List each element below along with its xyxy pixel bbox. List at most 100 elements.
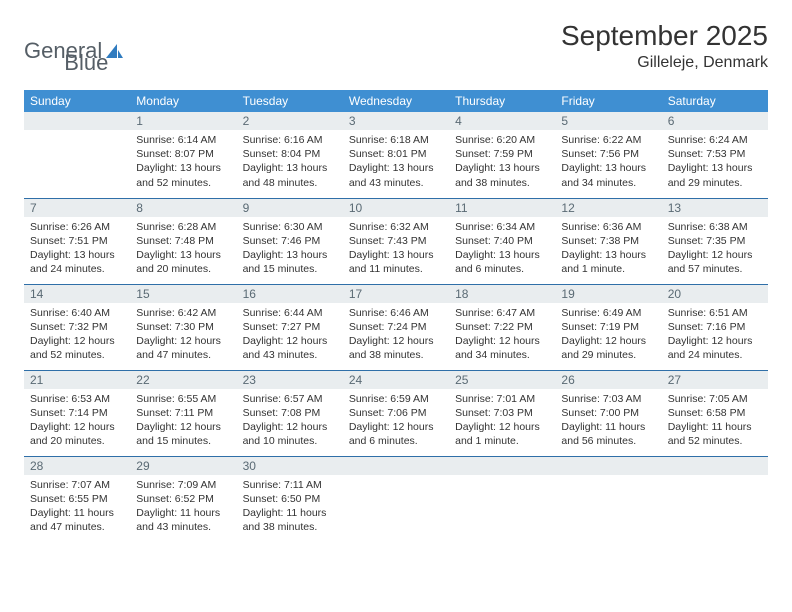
day-number-bar [24, 112, 130, 130]
dow-header: Saturday [662, 90, 768, 112]
calendar-page: General Blue September 2025 Gilleleje, D… [0, 0, 792, 562]
day-number: 25 [449, 371, 555, 389]
daylight-line: Daylight: 13 hours and 15 minutes. [243, 248, 337, 276]
daylight-line: Daylight: 13 hours and 6 minutes. [455, 248, 549, 276]
day-cell [449, 456, 555, 542]
sunset-line: Sunset: 7:48 PM [136, 234, 230, 248]
sunrise-line: Sunrise: 6:57 AM [243, 392, 337, 406]
day-cell: 17Sunrise: 6:46 AMSunset: 7:24 PMDayligh… [343, 284, 449, 370]
day-number: 24 [343, 371, 449, 389]
sunset-line: Sunset: 7:06 PM [349, 406, 443, 420]
day-cell: 28Sunrise: 7:07 AMSunset: 6:55 PMDayligh… [24, 456, 130, 542]
sunrise-line: Sunrise: 6:49 AM [561, 306, 655, 320]
day-details: Sunrise: 6:22 AMSunset: 7:56 PMDaylight:… [555, 130, 661, 196]
sunset-line: Sunset: 7:38 PM [561, 234, 655, 248]
day-number-bar [555, 457, 661, 475]
day-cell: 29Sunrise: 7:09 AMSunset: 6:52 PMDayligh… [130, 456, 236, 542]
day-cell: 6Sunrise: 6:24 AMSunset: 7:53 PMDaylight… [662, 112, 768, 198]
day-cell: 25Sunrise: 7:01 AMSunset: 7:03 PMDayligh… [449, 370, 555, 456]
daylight-line: Daylight: 13 hours and 52 minutes. [136, 161, 230, 189]
daylight-line: Daylight: 12 hours and 34 minutes. [455, 334, 549, 362]
daylight-line: Daylight: 12 hours and 43 minutes. [243, 334, 337, 362]
sunrise-line: Sunrise: 7:09 AM [136, 478, 230, 492]
sunset-line: Sunset: 7:40 PM [455, 234, 549, 248]
day-number: 18 [449, 285, 555, 303]
daylight-line: Daylight: 13 hours and 29 minutes. [668, 161, 762, 189]
day-cell: 18Sunrise: 6:47 AMSunset: 7:22 PMDayligh… [449, 284, 555, 370]
day-details: Sunrise: 7:07 AMSunset: 6:55 PMDaylight:… [24, 475, 130, 541]
sunrise-line: Sunrise: 6:59 AM [349, 392, 443, 406]
sunrise-line: Sunrise: 6:22 AM [561, 133, 655, 147]
day-details: Sunrise: 6:53 AMSunset: 7:14 PMDaylight:… [24, 389, 130, 455]
day-number: 9 [237, 199, 343, 217]
week-row: 28Sunrise: 7:07 AMSunset: 6:55 PMDayligh… [24, 456, 768, 542]
day-details: Sunrise: 6:30 AMSunset: 7:46 PMDaylight:… [237, 217, 343, 283]
sunset-line: Sunset: 7:03 PM [455, 406, 549, 420]
day-details: Sunrise: 6:32 AMSunset: 7:43 PMDaylight:… [343, 217, 449, 283]
daylight-line: Daylight: 12 hours and 15 minutes. [136, 420, 230, 448]
day-details: Sunrise: 6:51 AMSunset: 7:16 PMDaylight:… [662, 303, 768, 369]
sunrise-line: Sunrise: 6:26 AM [30, 220, 124, 234]
sunrise-line: Sunrise: 6:20 AM [455, 133, 549, 147]
day-details: Sunrise: 7:01 AMSunset: 7:03 PMDaylight:… [449, 389, 555, 455]
day-number: 15 [130, 285, 236, 303]
day-details: Sunrise: 6:18 AMSunset: 8:01 PMDaylight:… [343, 130, 449, 196]
day-cell: 8Sunrise: 6:28 AMSunset: 7:48 PMDaylight… [130, 198, 236, 284]
sunset-line: Sunset: 6:58 PM [668, 406, 762, 420]
day-number: 30 [237, 457, 343, 475]
day-details: Sunrise: 6:14 AMSunset: 8:07 PMDaylight:… [130, 130, 236, 196]
daylight-line: Daylight: 12 hours and 20 minutes. [30, 420, 124, 448]
day-number: 7 [24, 199, 130, 217]
day-cell: 22Sunrise: 6:55 AMSunset: 7:11 PMDayligh… [130, 370, 236, 456]
day-number: 17 [343, 285, 449, 303]
day-number: 12 [555, 199, 661, 217]
sunset-line: Sunset: 7:14 PM [30, 406, 124, 420]
daylight-line: Daylight: 13 hours and 1 minute. [561, 248, 655, 276]
day-cell: 27Sunrise: 7:05 AMSunset: 6:58 PMDayligh… [662, 370, 768, 456]
sunrise-line: Sunrise: 6:38 AM [668, 220, 762, 234]
week-row: 14Sunrise: 6:40 AMSunset: 7:32 PMDayligh… [24, 284, 768, 370]
day-cell: 2Sunrise: 6:16 AMSunset: 8:04 PMDaylight… [237, 112, 343, 198]
day-details: Sunrise: 7:11 AMSunset: 6:50 PMDaylight:… [237, 475, 343, 541]
day-number-bar [343, 457, 449, 475]
sunrise-line: Sunrise: 6:14 AM [136, 133, 230, 147]
daylight-line: Daylight: 11 hours and 43 minutes. [136, 506, 230, 534]
sunrise-line: Sunrise: 6:53 AM [30, 392, 124, 406]
day-details: Sunrise: 6:34 AMSunset: 7:40 PMDaylight:… [449, 217, 555, 283]
day-cell [662, 456, 768, 542]
sunset-line: Sunset: 7:56 PM [561, 147, 655, 161]
sunset-line: Sunset: 7:24 PM [349, 320, 443, 334]
day-number: 21 [24, 371, 130, 389]
day-number: 4 [449, 112, 555, 130]
sunrise-line: Sunrise: 6:34 AM [455, 220, 549, 234]
day-number: 10 [343, 199, 449, 217]
sunrise-line: Sunrise: 7:11 AM [243, 478, 337, 492]
day-number: 13 [662, 199, 768, 217]
sunset-line: Sunset: 8:01 PM [349, 147, 443, 161]
sunrise-line: Sunrise: 6:24 AM [668, 133, 762, 147]
day-cell: 26Sunrise: 7:03 AMSunset: 7:00 PMDayligh… [555, 370, 661, 456]
sunrise-line: Sunrise: 7:01 AM [455, 392, 549, 406]
daylight-line: Daylight: 12 hours and 6 minutes. [349, 420, 443, 448]
sunset-line: Sunset: 7:59 PM [455, 147, 549, 161]
daylight-line: Daylight: 12 hours and 38 minutes. [349, 334, 443, 362]
sunset-line: Sunset: 7:46 PM [243, 234, 337, 248]
day-number: 14 [24, 285, 130, 303]
daylight-line: Daylight: 11 hours and 38 minutes. [243, 506, 337, 534]
month-title: September 2025 [561, 20, 768, 52]
day-cell: 3Sunrise: 6:18 AMSunset: 8:01 PMDaylight… [343, 112, 449, 198]
day-details: Sunrise: 6:49 AMSunset: 7:19 PMDaylight:… [555, 303, 661, 369]
daylight-line: Daylight: 12 hours and 47 minutes. [136, 334, 230, 362]
daylight-line: Daylight: 13 hours and 11 minutes. [349, 248, 443, 276]
day-number: 27 [662, 371, 768, 389]
sunrise-line: Sunrise: 6:28 AM [136, 220, 230, 234]
day-details: Sunrise: 7:05 AMSunset: 6:58 PMDaylight:… [662, 389, 768, 455]
sunset-line: Sunset: 7:22 PM [455, 320, 549, 334]
day-details: Sunrise: 6:36 AMSunset: 7:38 PMDaylight:… [555, 217, 661, 283]
day-details: Sunrise: 6:55 AMSunset: 7:11 PMDaylight:… [130, 389, 236, 455]
day-details: Sunrise: 6:24 AMSunset: 7:53 PMDaylight:… [662, 130, 768, 196]
day-cell: 11Sunrise: 6:34 AMSunset: 7:40 PMDayligh… [449, 198, 555, 284]
day-number: 1 [130, 112, 236, 130]
day-cell: 23Sunrise: 6:57 AMSunset: 7:08 PMDayligh… [237, 370, 343, 456]
sunset-line: Sunset: 6:50 PM [243, 492, 337, 506]
